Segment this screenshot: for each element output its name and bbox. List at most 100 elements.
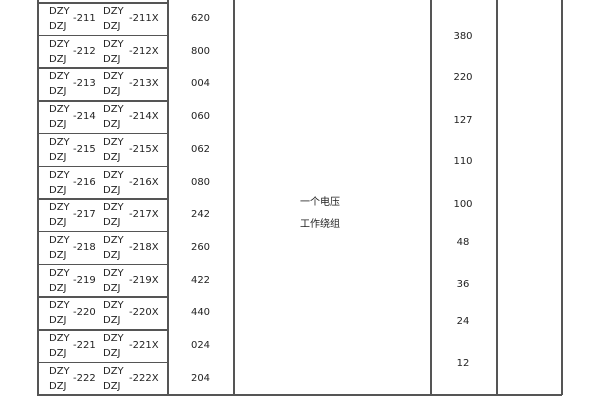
cell-code: 242: [190, 209, 211, 221]
cell-code: 422: [190, 274, 211, 286]
row-border: [37, 263, 168, 266]
table-row: DZY DZJ -220 DZY DZJ -220X 440: [37, 296, 233, 329]
cell-a: DZY: [49, 38, 70, 50]
cell-suffix: -211X: [129, 13, 159, 24]
cell-code: 204: [190, 372, 211, 384]
cell-num: -220: [73, 307, 96, 319]
cell-num: -214: [73, 111, 96, 123]
cell-d: DZJ: [103, 348, 121, 359]
cell-code: 062: [190, 143, 211, 155]
cell-suffix: -221X: [129, 340, 159, 351]
cell-num: -212: [73, 45, 96, 57]
cell-b: DZJ: [49, 282, 67, 294]
voltage-value: 48: [456, 237, 470, 248]
column-border: [430, 0, 432, 395]
table-row: DZY DZJ -216 DZY DZJ -216X 080: [37, 166, 233, 199]
cell-c: DZY: [103, 202, 124, 214]
cell-b: DZJ: [49, 53, 67, 65]
cell-b: DZJ: [49, 184, 67, 196]
cell-c: DZY: [103, 333, 124, 344]
cell-a: DZY: [49, 202, 70, 214]
cell-code: 800: [190, 45, 211, 57]
column-border: [37, 0, 39, 395]
voltage-value: 220: [453, 72, 473, 83]
cell-d: DZJ: [103, 151, 121, 163]
cell-b: DZJ: [49, 86, 67, 98]
voltage-value: 127: [453, 115, 473, 126]
voltage-value: 110: [453, 156, 473, 167]
cell-d: DZJ: [103, 53, 121, 65]
cell-c: DZY: [103, 365, 124, 377]
cell-suffix: -215X: [129, 143, 159, 155]
cell-d: DZJ: [103, 184, 121, 196]
cell-c: DZY: [103, 38, 124, 50]
voltage-value: 100: [453, 199, 473, 210]
voltage-value: 36: [456, 279, 470, 290]
cell-a: DZY: [49, 71, 70, 83]
bottom-border: [37, 394, 562, 396]
cell-suffix: -220X: [129, 307, 159, 319]
table-row: DZY DZJ -217 DZY DZJ -217X 242: [37, 198, 233, 231]
cell-d: DZJ: [103, 380, 121, 392]
cell-suffix: -217X: [129, 209, 159, 221]
cell-a: DZY: [49, 136, 70, 148]
cell-c: DZY: [103, 71, 124, 83]
cell-num: -215: [73, 143, 96, 155]
table-row: DZY DZJ -222 DZY DZJ -222X 204: [37, 362, 233, 395]
voltage-value: 12: [456, 358, 470, 369]
column-border: [233, 0, 235, 395]
column-border: [167, 0, 169, 395]
cell-suffix: -213X: [129, 78, 159, 90]
cell-a: DZY: [49, 333, 70, 344]
cell-code: 004: [190, 78, 211, 90]
cell-d: DZJ: [103, 217, 121, 229]
cell-b: DZJ: [49, 249, 67, 261]
cell-num: -211: [73, 13, 96, 24]
row-border: [37, 165, 168, 167]
cell-a: DZY: [49, 267, 70, 279]
cell-c: DZY: [103, 104, 124, 116]
cell-d: DZJ: [103, 21, 121, 32]
row-border: [37, 34, 168, 37]
cell-num: -222: [73, 372, 96, 384]
cell-code: 080: [190, 176, 211, 188]
table-row: DZY DZJ -213 DZY DZJ -213X 004: [37, 67, 233, 100]
row-border: [37, 296, 168, 298]
cell-d: DZJ: [103, 315, 121, 327]
cell-code: 620: [190, 13, 211, 24]
cell-d: DZJ: [103, 282, 121, 294]
cell-suffix: -222X: [129, 372, 159, 384]
cell-suffix: -216X: [129, 176, 159, 188]
cell-a: DZY: [49, 365, 70, 377]
row-border: [37, 361, 168, 364]
row-border: [37, 100, 168, 102]
row-border: [37, 132, 168, 135]
table-row: DZY DZJ -212 DZY DZJ -212X 800: [37, 35, 233, 68]
cell-suffix: -218X: [129, 241, 159, 253]
row-border: [37, 67, 168, 69]
cell-a: DZY: [49, 6, 70, 17]
cell-b: DZJ: [49, 315, 67, 327]
voltage-value: 24: [456, 316, 470, 327]
cell-c: DZY: [103, 6, 124, 17]
row-border: [37, 2, 168, 4]
cell-d: DZJ: [103, 119, 121, 131]
cell-suffix: -214X: [129, 111, 159, 123]
cell-b: DZJ: [49, 21, 67, 32]
cell-b: DZJ: [49, 151, 67, 163]
cell-c: DZY: [103, 267, 124, 279]
cell-c: DZY: [103, 234, 124, 246]
cell-b: DZJ: [49, 217, 67, 229]
cell-c: DZY: [103, 300, 124, 312]
winding-description: 一个电压 工作绕组: [270, 197, 370, 231]
table-row: DZY DZJ -221 DZY DZJ -221X 024: [37, 329, 233, 362]
cell-num: -219: [73, 274, 96, 286]
cell-code: 260: [190, 241, 211, 253]
row-border: [37, 230, 168, 233]
row-border: [37, 198, 168, 200]
cell-code: 440: [190, 307, 211, 319]
cell-num: -216: [73, 176, 96, 188]
table-row: DZY DZJ -218 DZY DZJ -218X 260: [37, 231, 233, 264]
cell-a: DZY: [49, 234, 70, 246]
description-line-1: 一个电压: [300, 197, 340, 208]
